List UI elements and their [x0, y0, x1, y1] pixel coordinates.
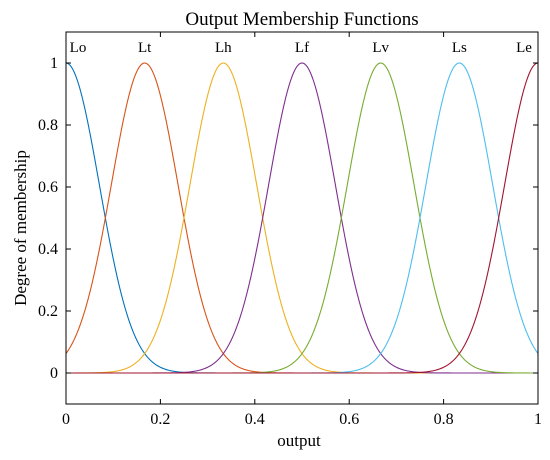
- series-label-lv: Lv: [372, 40, 389, 56]
- x-tick-label: 1: [534, 411, 542, 428]
- x-tick-label: 0.8: [434, 411, 454, 428]
- series-label-lf: Lf: [295, 40, 309, 56]
- chart-title: Output Membership Functions: [185, 9, 418, 30]
- series-label-lo: Lo: [70, 40, 87, 56]
- plot-frame: [65, 31, 539, 405]
- series-curve-ls: [66, 62, 539, 374]
- series-label-le: Le: [516, 40, 532, 56]
- y-tick-label: 0.8: [38, 117, 58, 134]
- series-label-ls: Ls: [452, 40, 467, 56]
- series-curve-le: [66, 62, 539, 374]
- x-tick-label: 0.2: [150, 411, 170, 428]
- x-tick-label: 0.4: [245, 411, 265, 428]
- y-axis-label: Degree of membership: [11, 150, 30, 306]
- x-tick-label: 0.6: [339, 411, 359, 428]
- y-tick-label: 0.2: [38, 303, 58, 320]
- series-curve-lf: [66, 62, 538, 374]
- series-labels: Lo Lt Lh Lf Lv Ls Le: [70, 40, 533, 56]
- series-curves: [65, 62, 539, 374]
- series-label-lt: Lt: [138, 40, 152, 56]
- series-label-lh: Lh: [215, 40, 232, 56]
- y-tick-label: 0.4: [38, 241, 58, 258]
- y-tick-label: 1: [50, 55, 58, 72]
- series-curve-lh: [65, 62, 538, 374]
- axis-ticks: 0 0.2 0.4 0.6 0.8 1 0 0.2 0.4 0.6 0.8 1: [38, 32, 542, 428]
- series-curve-lv: [66, 62, 539, 374]
- series-curve-lt: [65, 62, 538, 374]
- x-tick-label: 0: [62, 411, 70, 428]
- y-tick-label: 0.6: [38, 179, 58, 196]
- y-tick-label: 0: [50, 365, 58, 382]
- x-axis-label: output: [277, 431, 321, 450]
- series-curve-lo: [65, 62, 538, 374]
